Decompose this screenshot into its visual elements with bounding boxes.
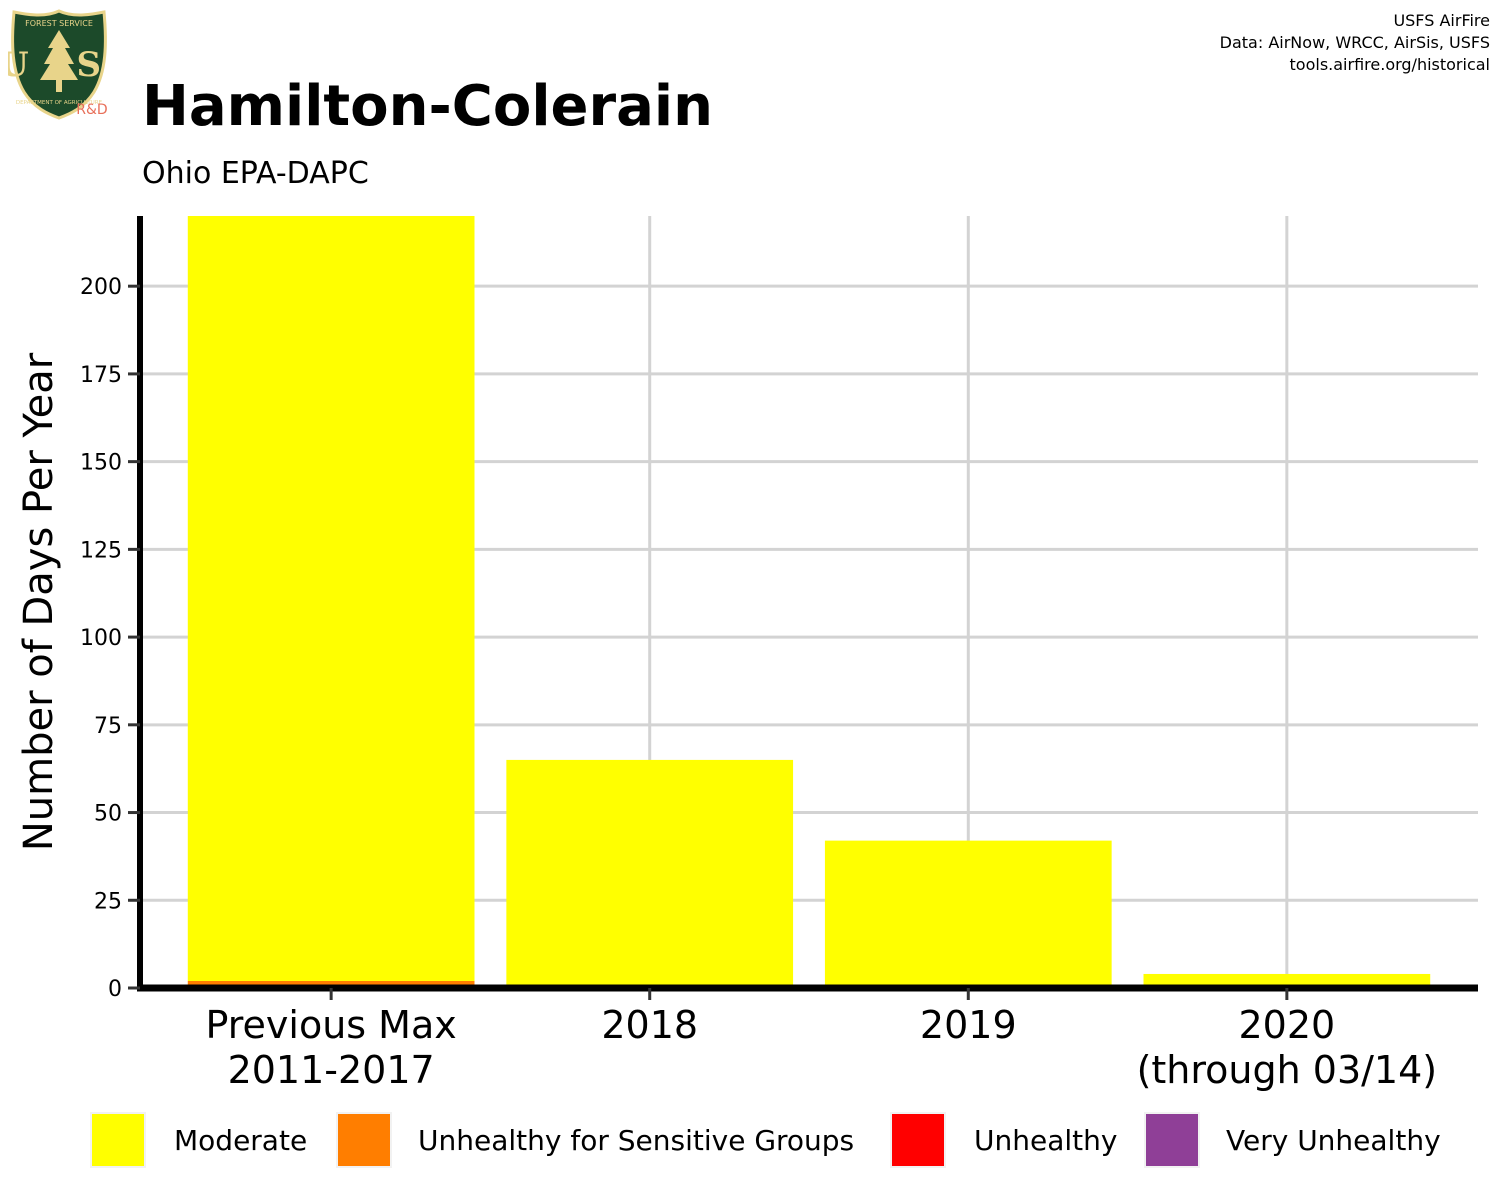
logo-bottom-text: DEPARTMENT OF AGRICULTURE	[16, 100, 103, 106]
credit-line: tools.airfire.org/historical	[1289, 55, 1490, 74]
chart-subtitle: Ohio EPA-DAPC	[142, 156, 369, 191]
credit-line: Data: AirNow, WRCC, AirSis, USFS	[1219, 33, 1490, 52]
source-credits: USFS AirFire Data: AirNow, WRCC, AirSis,…	[1220, 10, 1490, 76]
legend-label: Unhealthy	[974, 1124, 1118, 1157]
legend-label: Moderate	[174, 1124, 308, 1157]
legend-label: Very Unhealthy	[1226, 1124, 1441, 1157]
x-tick-label: 2019	[920, 1003, 1017, 1047]
credit-line: USFS AirFire	[1393, 11, 1490, 30]
bar-segment	[824, 840, 1112, 988]
y-tick-label: 75	[94, 714, 122, 739]
y-tick-label: 50	[94, 802, 122, 827]
x-tick-label: Previous Max	[206, 1003, 457, 1047]
y-tick-label: 25	[94, 889, 122, 914]
legend: Moderate Unhealthy for Sensitive Groups …	[90, 1112, 1490, 1170]
y-tick-label: 175	[80, 363, 122, 388]
bar-segment	[187, 980, 475, 988]
y-tick-label: 125	[80, 538, 122, 563]
x-tick-label: 2018	[601, 1003, 698, 1047]
bars	[187, 216, 1431, 988]
logo-top-text: FOREST SERVICE	[25, 19, 93, 28]
x-tick-label: 2011-2017	[228, 1048, 435, 1092]
legend-label: Unhealthy for Sensitive Groups	[418, 1124, 855, 1157]
forest-service-shield-logo: U S FOREST SERVICE DEPARTMENT OF AGRICUL…	[8, 9, 110, 120]
chart-title: Hamilton-Colerain	[142, 74, 713, 139]
legend-key-unhealthy	[890, 1112, 946, 1168]
bar-segment	[506, 759, 794, 988]
legend-key-usg	[336, 1112, 392, 1168]
x-tick-label: (through 03/14)	[1137, 1048, 1438, 1092]
axes: 0 25 50 75 100 125 150 175 200 Previous Max2011-2…	[80, 216, 1478, 1092]
x-tick-label: 2020	[1238, 1003, 1335, 1047]
legend-key-moderate	[90, 1112, 146, 1168]
y-axis-label: Number of Days Per Year	[16, 352, 62, 851]
y-tick-label: 0	[108, 977, 122, 1002]
bar-segment	[187, 216, 475, 981]
bar-segment	[1143, 973, 1431, 988]
logo-tag: R&D	[76, 102, 107, 118]
legend-key-very-unhealthy	[1144, 1112, 1200, 1168]
logo-letters: U S	[8, 45, 110, 85]
y-tick-label: 100	[80, 626, 122, 651]
y-tick-label: 200	[80, 275, 122, 300]
y-tick-label: 150	[80, 451, 122, 476]
